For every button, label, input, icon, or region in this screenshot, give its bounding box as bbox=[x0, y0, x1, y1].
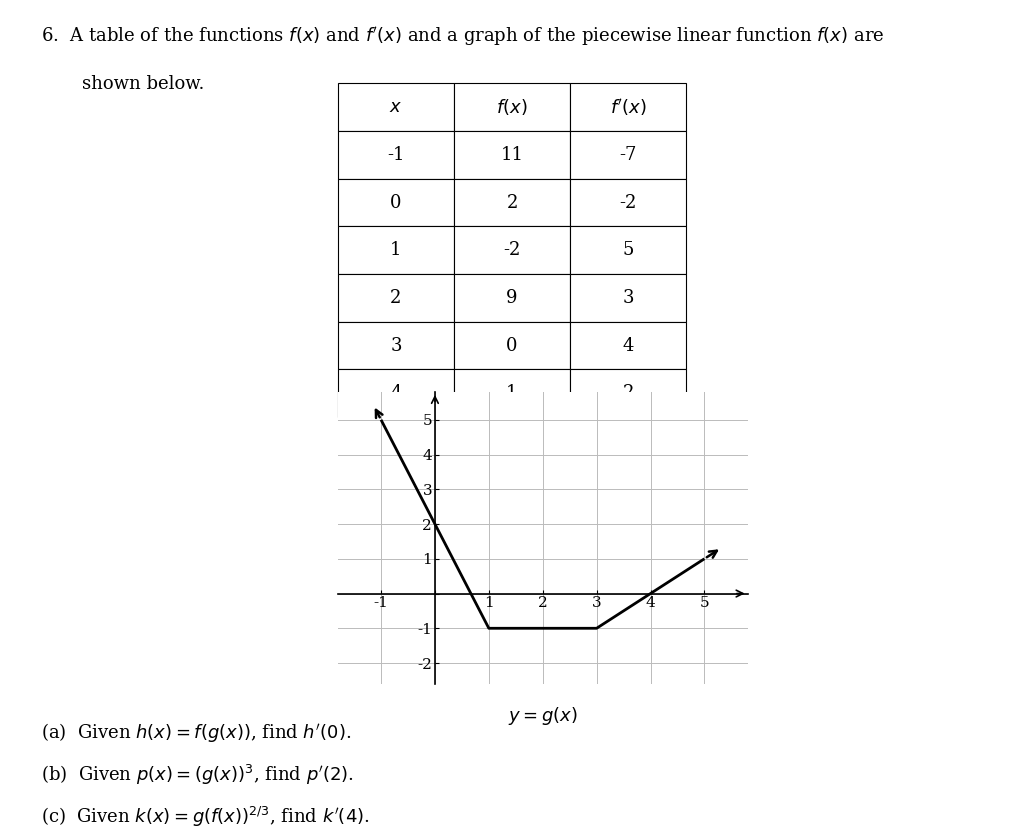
Text: 6.  A table of the functions $f(x)$ and $f'(x)$ and a graph of the piecewise lin: 6. A table of the functions $f(x)$ and $… bbox=[41, 25, 885, 48]
Text: (c)  Given $k(x) = g(f(x))^{2/3}$, find $k'(4)$.: (c) Given $k(x) = g(f(x))^{2/3}$, find $… bbox=[41, 805, 370, 829]
Text: shown below.: shown below. bbox=[82, 75, 205, 93]
Text: (b)  Given $p(x) = (g(x))^3$, find $p'(2)$.: (b) Given $p(x) = (g(x))^3$, find $p'(2)… bbox=[41, 763, 354, 787]
Text: $y = g(x)$: $y = g(x)$ bbox=[508, 705, 578, 726]
Text: (a)  Given $h(x) = f(g(x))$, find $h'(0)$.: (a) Given $h(x) = f(g(x))$, find $h'(0)$… bbox=[41, 721, 351, 745]
